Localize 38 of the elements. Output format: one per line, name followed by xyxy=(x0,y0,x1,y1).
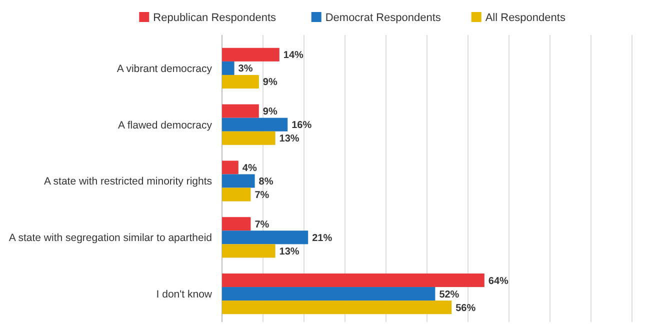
y-tick-label: A vibrant democracy xyxy=(116,62,213,75)
data-label: 7% xyxy=(254,219,270,230)
data-label: 56% xyxy=(456,302,476,314)
bar xyxy=(222,188,251,202)
bar xyxy=(222,160,238,174)
y-tick-label: A state with restricted minority rights xyxy=(44,176,212,188)
data-label: 21% xyxy=(312,232,332,244)
bar xyxy=(222,74,259,89)
data-label: 13% xyxy=(279,134,300,145)
y-tick-label: A flawed democracy xyxy=(118,119,213,132)
bar xyxy=(222,300,452,314)
legend-label: Democrat Respondents xyxy=(325,12,442,24)
data-label: 64% xyxy=(488,276,509,287)
legend-label: All Respondents xyxy=(485,12,566,24)
bar xyxy=(222,174,255,188)
data-label: 52% xyxy=(439,289,460,300)
data-label: 7% xyxy=(254,190,270,202)
y-tick-label: I don't know xyxy=(156,288,212,300)
bar xyxy=(222,131,276,145)
data-label: 4% xyxy=(242,162,257,174)
data-label: 14% xyxy=(283,50,304,62)
y-tick-label: A state with segregation similar to apartheid xyxy=(8,232,212,244)
data-label: 9% xyxy=(262,77,278,88)
bar xyxy=(222,118,288,132)
data-label: 16% xyxy=(292,120,312,132)
data-label: 9% xyxy=(262,106,278,118)
bar xyxy=(222,273,484,288)
data-label: 8% xyxy=(258,176,274,188)
bar xyxy=(222,287,436,301)
bar xyxy=(222,104,259,118)
bar xyxy=(222,230,308,244)
bar xyxy=(222,217,251,231)
data-label: 3% xyxy=(238,64,253,75)
bar xyxy=(222,48,280,62)
legend-label: Republican Respondents xyxy=(153,12,277,24)
data-label: 13% xyxy=(279,246,300,258)
bar xyxy=(222,244,276,258)
bar xyxy=(222,61,234,75)
